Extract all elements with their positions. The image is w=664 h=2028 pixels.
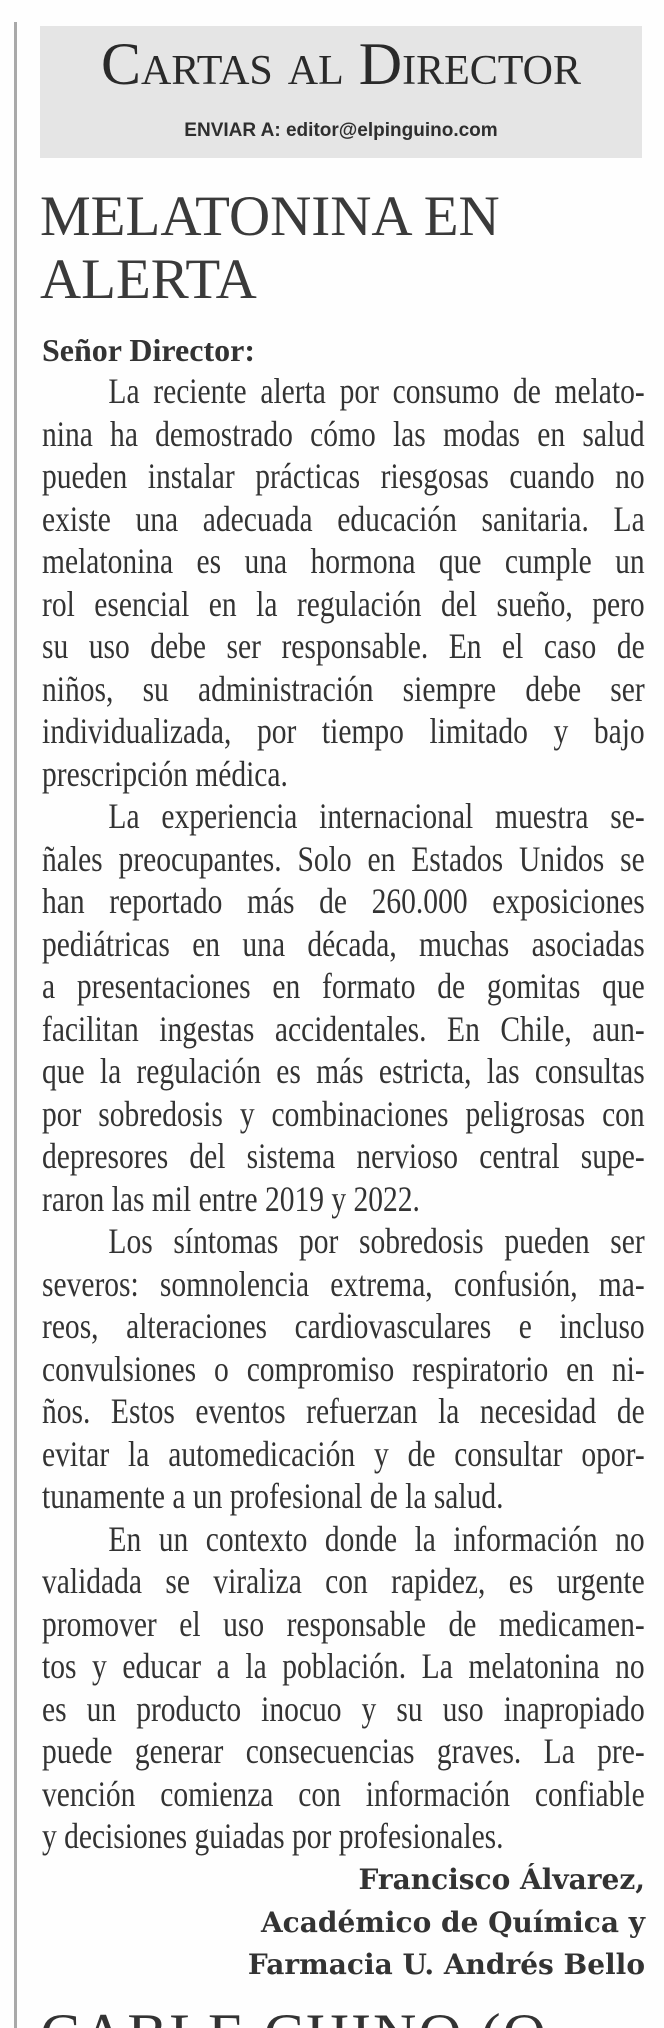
paragraph-line: Los síntomas por sobredosis pueden ser xyxy=(108,1221,645,1261)
paragraph-line: individualizada, por tiempo limitado y b… xyxy=(42,711,645,751)
paragraph-line: vención comienza con información confiab… xyxy=(42,1773,645,1814)
paragraph-line: es un producto inocuo y su uso inapropia… xyxy=(42,1688,645,1729)
section-header-box xyxy=(40,26,642,158)
signature: Francisco Álvarez, Académico de Química … xyxy=(248,1859,645,1987)
paragraph-line: ños. Estos eventos refuerzan la necesida… xyxy=(42,1391,645,1431)
paragraph-line: que la regulación es más estricta, las c… xyxy=(42,1051,645,1091)
paragraph-line: reos, alteraciones cardiovasculares e in… xyxy=(42,1306,645,1346)
paragraph-line: prescripción médica. xyxy=(42,753,288,794)
paragraph-line: existe una adecuada educación sanitaria.… xyxy=(42,498,645,539)
section-title: Cartas al Director xyxy=(100,31,582,97)
paragraph-line: su uso debe ser responsable. En el caso … xyxy=(42,626,645,666)
column-divider xyxy=(14,22,17,2028)
paragraph-line: depresores del sistema nervioso central … xyxy=(42,1136,645,1176)
paragraph-line: raron las mil entre 2019 y 2022. xyxy=(42,1178,420,1219)
paragraph-line: tos y educar a la población. La melatoni… xyxy=(42,1646,645,1686)
paragraph-line: puede generar consecuencias graves. La p… xyxy=(42,1731,645,1771)
paragraph-line: a presentaciones en formato de gomitas q… xyxy=(42,966,645,1006)
paragraph-line: melatonina es una hormona que cumple un xyxy=(42,541,645,581)
paragraph-line: facilitan ingestas accidentales. En Chil… xyxy=(42,1008,645,1049)
paragraph-line: por sobredosis y combinaciones peligrosa… xyxy=(42,1093,645,1134)
paragraph-line: niños, su administración siempre debe se… xyxy=(42,668,645,709)
paragraph-line: La experiencia internacional muestra se- xyxy=(108,796,645,836)
submission-email: ENVIAR A: editor@elpinguino.com xyxy=(184,120,498,141)
paragraph-line: En un contexto donde la información no xyxy=(108,1518,645,1559)
paragraph-line: pediátricas en una década, muchas asocia… xyxy=(42,923,645,964)
signature-name: Francisco Álvarez, xyxy=(358,1863,645,1896)
paragraph-line: pueden instalar prácticas riesgosas cuan… xyxy=(42,456,645,496)
paragraph-line: ñales preocupantes. Solo en Estados Unid… xyxy=(42,838,645,879)
paragraph-line: y decisiones guiadas por profesionales. xyxy=(42,1816,504,1856)
letter-body: La reciente alerta por consumo de melato… xyxy=(42,370,645,1858)
paragraph-line: rol esencial en la regulación del sueño,… xyxy=(42,583,645,624)
signature-affiliation: Farmacia U. Andrés Bello xyxy=(247,1948,645,1981)
paragraph-line: promover el uso responsable de medicamen… xyxy=(42,1603,645,1644)
paragraph-line: severos: somnolencia extrema, confusión,… xyxy=(42,1263,645,1304)
next-letter-headline: CABLE CHINO (O xyxy=(40,2005,548,2028)
salutation: Señor Director: xyxy=(42,332,255,368)
paragraph-line: validada se viraliza con rapidez, es urg… xyxy=(42,1561,645,1601)
signature-title: Académico de Química y xyxy=(260,1905,645,1939)
paragraph-line: evitar la automedicación y de consultar … xyxy=(42,1433,645,1474)
paragraph-line: nina ha demostrado cómo las modas en sal… xyxy=(42,413,645,454)
paragraph-line: convulsiones o compromiso respiratorio e… xyxy=(42,1348,645,1389)
paragraph-line: La reciente alerta por consumo de melato… xyxy=(108,371,645,411)
letter-headline: MELATONINA EN ALERTA xyxy=(40,185,500,311)
paragraph-line: han reportado más de 260.000 exposicione… xyxy=(42,881,645,921)
paragraph-line: tunamente a un profesional de la salud. xyxy=(42,1476,504,1516)
